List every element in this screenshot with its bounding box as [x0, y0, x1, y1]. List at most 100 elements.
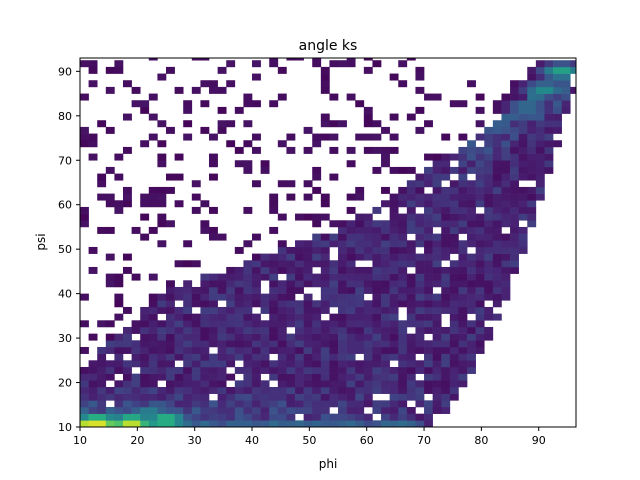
- heatmap-cell: [553, 80, 562, 88]
- heatmap-cell: [105, 280, 115, 288]
- heatmap-cell: [381, 320, 390, 328]
- heatmap-cell: [406, 200, 416, 208]
- heatmap-cell: [458, 253, 468, 261]
- heatmap-cell: [406, 306, 416, 314]
- heatmap-cell: [234, 160, 244, 168]
- heatmap-cell: [157, 140, 167, 148]
- heatmap-cell: [303, 300, 313, 308]
- heatmap-cell: [432, 193, 442, 201]
- heatmap-cell: [346, 373, 356, 381]
- heatmap-cell: [355, 420, 365, 428]
- heatmap-cell: [226, 80, 236, 88]
- heatmap-cell: [449, 280, 459, 288]
- heatmap-cell: [312, 420, 322, 428]
- heatmap-cell: [510, 220, 519, 228]
- heatmap-cell: [415, 393, 425, 401]
- heatmap-cell: [166, 360, 175, 368]
- heatmap-cell: [277, 300, 287, 308]
- heatmap-cell: [243, 166, 253, 174]
- heatmap-cell: [398, 226, 408, 234]
- heatmap-cell: [355, 226, 365, 234]
- heatmap-cell: [140, 393, 150, 401]
- heatmap-cell: [217, 280, 227, 288]
- heatmap-cell: [269, 273, 279, 281]
- heatmap-cell: [174, 406, 184, 414]
- heatmap-cell: [114, 420, 124, 428]
- heatmap-cell: [441, 213, 451, 221]
- heatmap-cell: [252, 373, 261, 381]
- heatmap-cell: [200, 326, 210, 334]
- heatmap-cell: [234, 386, 244, 394]
- heatmap-cell: [355, 306, 365, 314]
- heatmap-cell: [544, 93, 554, 101]
- heatmap-cell: [217, 400, 227, 408]
- heatmap-cell: [458, 246, 468, 254]
- heatmap-cell: [252, 180, 261, 188]
- heatmap-cell: [381, 233, 390, 241]
- heatmap-cell: [88, 380, 98, 388]
- heatmap-cell: [432, 266, 442, 274]
- heatmap-cell: [320, 406, 330, 414]
- heatmap-cell: [570, 66, 577, 74]
- heatmap-cell: [338, 386, 347, 394]
- heatmap-cell: [295, 373, 304, 381]
- heatmap-cell: [346, 206, 356, 214]
- heatmap-cell: [243, 366, 253, 374]
- heatmap-cell: [467, 366, 476, 374]
- heatmap-cell: [561, 100, 571, 108]
- heatmap-cell: [183, 293, 193, 301]
- heatmap-cell: [415, 233, 425, 241]
- heatmap-cell: [191, 373, 201, 381]
- heatmap-cell: [424, 420, 433, 428]
- heatmap-cell: [441, 286, 451, 294]
- heatmap-cell: [458, 373, 468, 381]
- heatmap-cell: [260, 300, 270, 308]
- heatmap-cell: [415, 66, 425, 74]
- heatmap-cell: [217, 360, 227, 368]
- x-tick-label: 90: [532, 434, 546, 447]
- heatmap-cell: [140, 373, 150, 381]
- heatmap-cell: [260, 320, 270, 328]
- heatmap-cell: [501, 193, 511, 201]
- heatmap-cell: [217, 306, 227, 314]
- heatmap-cell: [286, 353, 296, 361]
- heatmap-cell: [398, 340, 408, 348]
- heatmap-cell: [200, 333, 210, 341]
- heatmap-cell: [415, 73, 425, 81]
- heatmap-cell: [346, 320, 356, 328]
- heatmap-cell: [131, 380, 141, 388]
- heatmap-cell: [398, 186, 408, 194]
- heatmap-cell: [286, 340, 296, 348]
- heatmap-cell: [424, 226, 433, 234]
- heatmap-cell: [475, 280, 485, 288]
- heatmap-cell: [269, 58, 279, 61]
- heatmap-cell: [243, 273, 253, 281]
- heatmap-cell: [320, 340, 330, 348]
- heatmap-cell: [88, 393, 98, 401]
- heatmap-cell: [148, 420, 158, 428]
- heatmap-cell: [269, 226, 279, 234]
- heatmap-cell: [320, 86, 330, 94]
- heatmap-cell: [415, 240, 425, 248]
- heatmap-cell: [329, 326, 339, 334]
- heatmap-cell: [148, 413, 158, 421]
- heatmap-cell: [174, 173, 184, 181]
- heatmap-cell: [338, 246, 347, 254]
- heatmap-cell: [252, 420, 261, 428]
- heatmap-cell: [329, 346, 339, 354]
- heatmap-cell: [406, 300, 416, 308]
- heatmap-cell: [501, 173, 511, 181]
- heatmap-cell: [97, 360, 107, 368]
- heatmap-cell: [295, 346, 304, 354]
- heatmap-cell: [346, 273, 356, 281]
- heatmap-cell: [217, 333, 227, 341]
- heatmap-cell: [527, 113, 537, 121]
- heatmap-cell: [389, 373, 399, 381]
- heatmap-cell: [234, 420, 244, 428]
- heatmap-cell: [346, 360, 356, 368]
- heatmap-cell: [303, 193, 313, 201]
- heatmap-cell: [346, 406, 356, 414]
- heatmap-cell: [346, 366, 356, 374]
- heatmap-cell: [286, 306, 296, 314]
- heatmap-cell: [363, 420, 373, 428]
